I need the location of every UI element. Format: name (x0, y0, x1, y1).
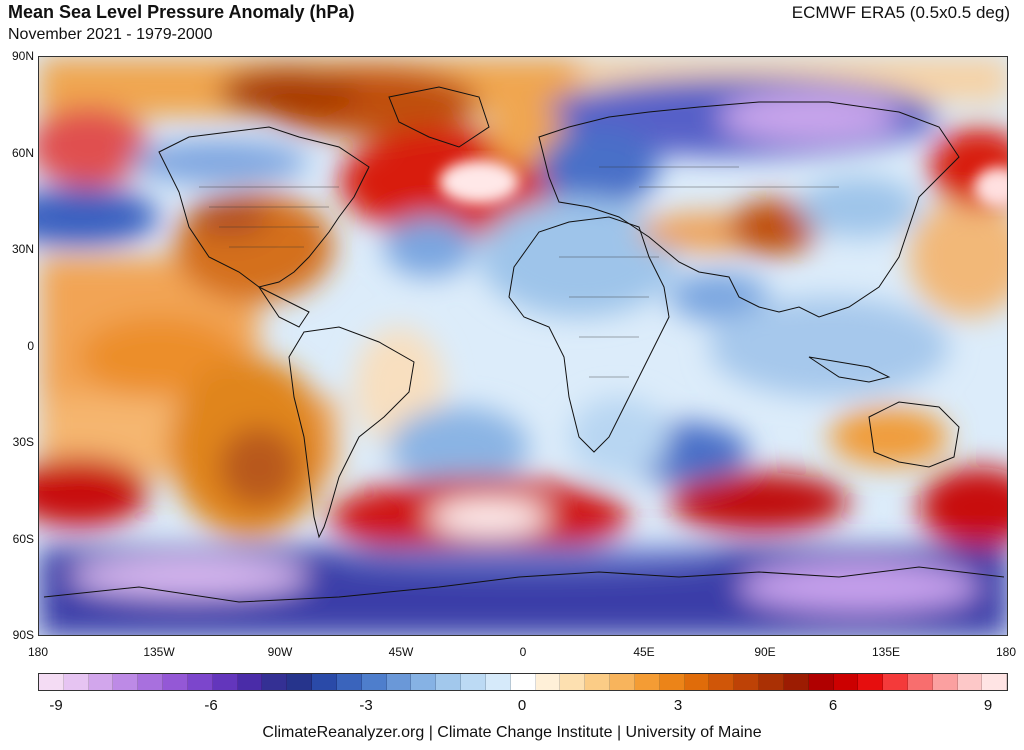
colorbar-swatch (709, 674, 735, 690)
colorbar-swatch (833, 674, 859, 690)
lon-label: 90W (267, 645, 293, 659)
colorbar-swatch (510, 674, 536, 690)
lon-label: 90E (754, 645, 776, 659)
colorbar-swatch (734, 674, 760, 690)
colorbar-swatch (63, 674, 89, 690)
colorbar-tick-label: 3 (673, 697, 683, 714)
colorbar-swatch (932, 674, 958, 690)
colorbar-swatch (113, 674, 139, 690)
footer-credit: ClimateReanalyzer.org | Climate Change I… (262, 724, 762, 741)
colorbar-swatch (411, 674, 437, 690)
lat-label: 30S (12, 435, 34, 449)
data-source: ECMWF ERA5 (0.5x0.5 deg) (791, 3, 1010, 22)
colorbar-swatch (783, 674, 809, 690)
colorbar-swatch (39, 674, 64, 690)
lat-label: 60S (12, 532, 34, 546)
colorbar-swatch (982, 674, 1007, 690)
colorbar-swatch (759, 674, 784, 690)
colorbar-swatch (262, 674, 288, 690)
colorbar-swatch (684, 674, 710, 690)
colorbar-tick-label: -9 (49, 697, 63, 714)
colorbar-swatch (287, 674, 313, 690)
colorbar-swatch (485, 674, 511, 690)
colorbar-swatch (187, 674, 213, 690)
colorbar-swatch (634, 674, 660, 690)
lon-label: 135E (871, 645, 901, 659)
colorbar-swatch (163, 674, 188, 690)
colorbar-swatch (212, 674, 238, 690)
colorbar-tick-label: -6 (204, 697, 218, 714)
coastlines (43, 86, 1005, 603)
lat-label: 0 (27, 339, 34, 353)
colorbar-swatch (957, 674, 983, 690)
lat-label: 30N (11, 242, 34, 256)
colorbar-swatch (585, 674, 611, 690)
colorbar-swatch (907, 674, 933, 690)
lon-label: 45W (388, 645, 414, 659)
colorbar-swatch (808, 674, 834, 690)
colorbar-swatch (659, 674, 685, 690)
lon-label: 135W (143, 645, 175, 659)
lon-label: 180 (995, 645, 1017, 659)
colorbar-swatch (858, 674, 884, 690)
lat-label: 90S (12, 628, 34, 642)
colorbar-swatch (386, 674, 412, 690)
lat-label: 60N (11, 146, 34, 160)
lon-label: 180 (27, 645, 49, 659)
colorbar-swatch (436, 674, 462, 690)
colorbar-tick-label: -3 (359, 697, 373, 714)
colorbar-swatch (336, 674, 362, 690)
anomaly-map (38, 56, 1008, 636)
colorbar-swatch (312, 674, 337, 690)
colorbar-swatch (138, 674, 164, 690)
colorbar-swatch (237, 674, 263, 690)
lon-label: 0 (519, 645, 527, 659)
lon-label: 45E (633, 645, 655, 659)
colorbar (38, 673, 1008, 691)
chart-title: Mean Sea Level Pressure Anomaly (hPa) (8, 2, 355, 22)
colorbar-swatch (88, 674, 114, 690)
colorbar-tick-label: 9 (983, 697, 993, 714)
chart-subtitle: November 2021 - 1979-2000 (8, 26, 213, 43)
colorbar-swatch (461, 674, 486, 690)
colorbar-swatch (883, 674, 908, 690)
colorbar-swatch (610, 674, 635, 690)
colorbar-tick-label: 0 (517, 697, 527, 714)
colorbar-swatch (560, 674, 586, 690)
colorbar-tick-label: 6 (828, 697, 838, 714)
colorbar-swatch (361, 674, 387, 690)
lat-label: 90N (11, 49, 34, 63)
colorbar-swatch (535, 674, 561, 690)
